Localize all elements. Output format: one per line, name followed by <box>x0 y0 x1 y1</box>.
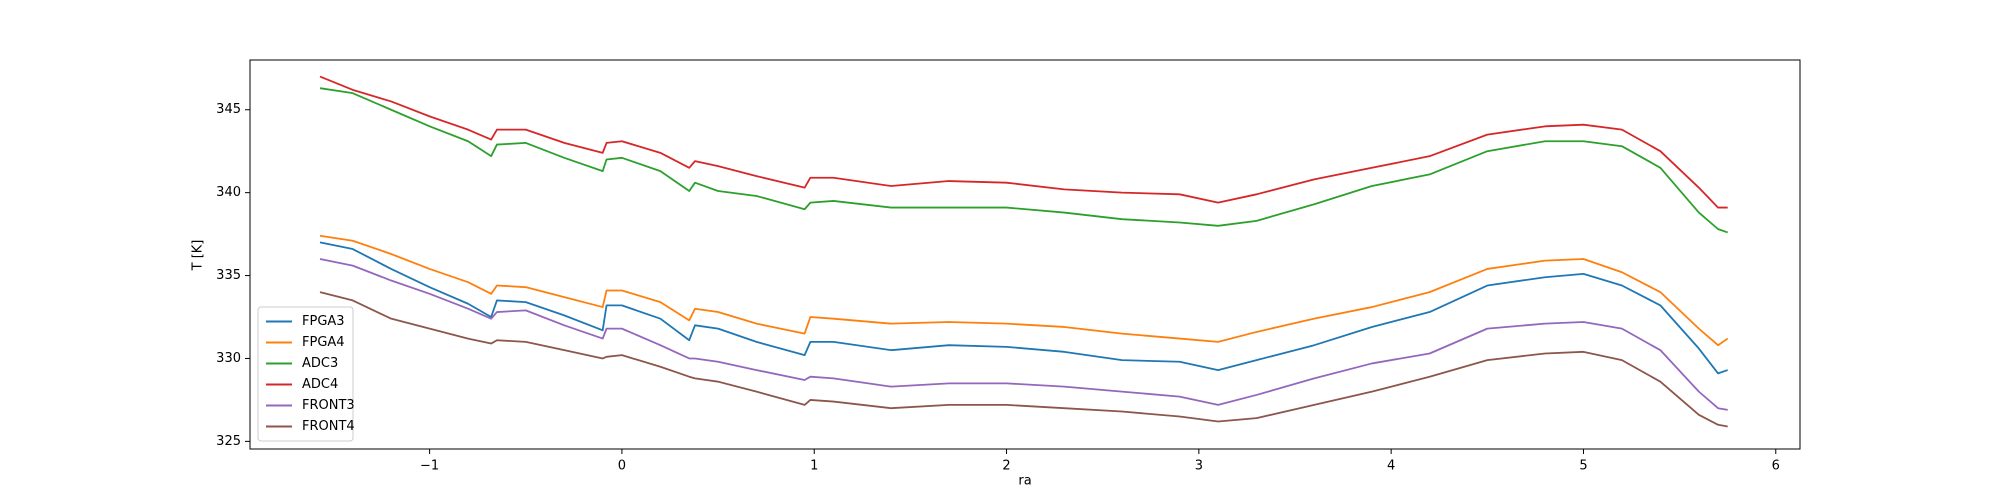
series-line <box>319 258 1728 411</box>
series-line <box>319 241 1728 375</box>
legend-label: FPGA4 <box>302 335 345 350</box>
x-tick-label: 4 <box>1387 459 1395 474</box>
y-tick-label: 345 <box>216 102 241 117</box>
series-line <box>319 291 1728 428</box>
legend-label: ADC4 <box>302 377 338 392</box>
plot-frame <box>249 59 1801 450</box>
legend-label: FRONT3 <box>302 398 355 413</box>
y-tick-label: 335 <box>216 268 241 283</box>
x-tick-label: −1 <box>420 459 439 474</box>
x-tick-label: 2 <box>1002 459 1010 474</box>
y-tick-label: 340 <box>216 185 241 200</box>
legend-label: FPGA3 <box>302 314 345 329</box>
y-tick-label: 330 <box>216 351 241 366</box>
x-tick-label: 5 <box>1579 459 1587 474</box>
series-line <box>319 75 1728 209</box>
y-axis-label: T [K] <box>191 240 206 272</box>
legend-label: ADC3 <box>302 356 338 371</box>
legend-box <box>257 306 354 442</box>
y-tick-label: 325 <box>216 434 241 449</box>
series-line <box>319 234 1729 347</box>
x-tick-label: 1 <box>810 459 818 474</box>
x-tick-label: 6 <box>1772 459 1780 474</box>
x-tick-label: 0 <box>618 459 626 474</box>
x-tick-label: 3 <box>1195 459 1203 474</box>
series-line <box>319 87 1728 234</box>
x-axis-label: ra <box>1018 474 1031 489</box>
legend-label: FRONT4 <box>302 419 355 434</box>
